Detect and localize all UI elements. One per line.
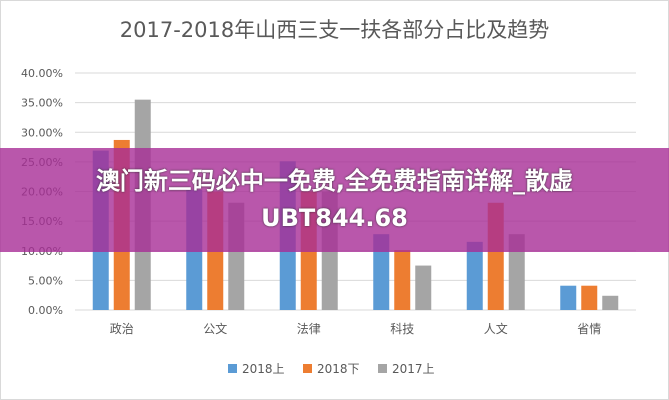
x-tick-label: 政治 [110,322,134,336]
bar-2018上-科技 [373,234,390,310]
bar-2017上-人文 [508,234,525,310]
y-tick-label: 5.00% [28,274,63,287]
y-tick-label: 0.00% [28,304,63,317]
legend-label: 2018下 [317,362,360,376]
overlay-banner: 澳门新三码必中一免费,全免费指南详解_散虚UBT844.68 [0,148,669,252]
y-tick-label: 40.00% [21,67,63,80]
y-tick-label: 30.00% [21,126,63,139]
bar-2018上-人文 [466,241,483,310]
legend-swatch [378,364,387,373]
legend-swatch [303,364,312,373]
chart-title: 2017-2018年山西三支一扶各部分占比及趋势 [119,18,550,42]
bar-2018下-科技 [394,250,411,310]
y-tick-label: 35.00% [21,97,63,110]
x-tick-label: 法律 [297,322,321,336]
banner-text: 澳门新三码必中一免费,全免费指南详解_散虚UBT844.68 [95,167,574,232]
x-tick-label: 科技 [390,322,414,336]
bar-2017上-科技 [415,265,432,310]
x-tick-label: 人文 [484,321,508,336]
legend-label: 2018上 [242,362,285,376]
x-tick-label: 公文 [203,321,227,336]
legend-label: 2017上 [392,362,435,376]
bar-2018上-省情 [560,285,577,310]
x-tick-label: 省情 [577,322,601,336]
bar-2018下-省情 [581,285,598,310]
bar-2017上-省情 [602,295,619,310]
legend-swatch [228,364,237,373]
